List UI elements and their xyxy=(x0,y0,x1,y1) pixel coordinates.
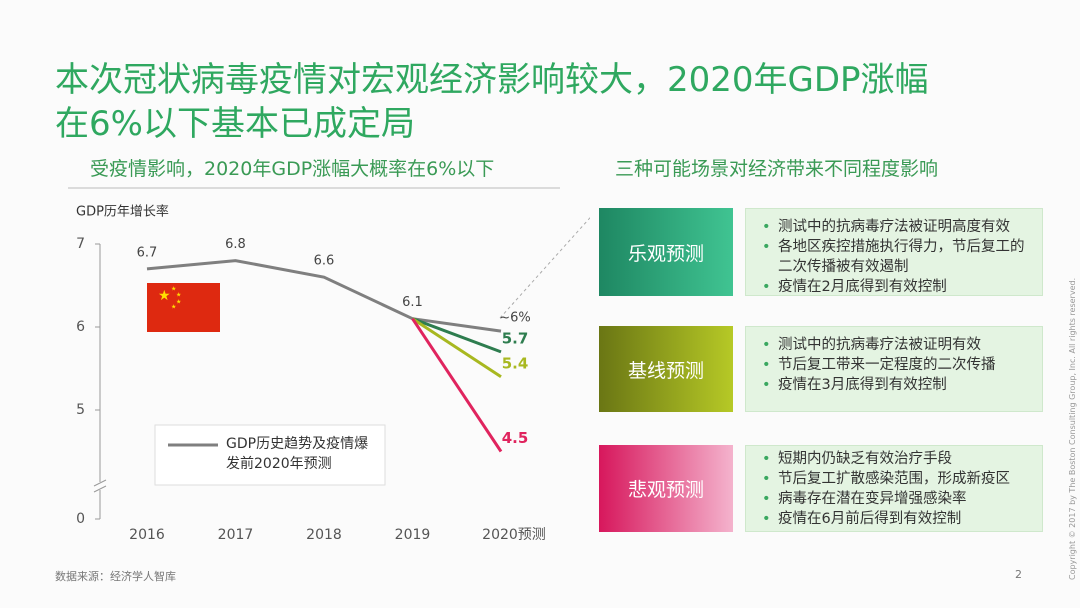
scenario-box: 短期内仍缺乏有效治疗手段节后复工扩散感染范围，形成新疫区病毒存在潜在变异增强感染… xyxy=(745,445,1043,532)
data-label: 6.1 xyxy=(402,295,423,310)
y-tick-label: 0 xyxy=(76,511,85,527)
bullet: 测试中的抗病毒疗法被证明有效 xyxy=(762,335,1028,355)
data-label: 4.5 xyxy=(502,429,529,447)
data-label: 5.4 xyxy=(502,354,529,372)
y-tick-label: 5 xyxy=(76,402,85,418)
data-label: 6.6 xyxy=(314,254,335,269)
flag: ★ ★ ★ ★ ★ xyxy=(147,283,220,332)
x-tick-label: 2018 xyxy=(306,527,342,543)
x-tick-label: 2017 xyxy=(218,527,254,543)
legend-text-box: GDP历史趋势及疫情爆发前2020年预测 xyxy=(226,436,369,472)
scenario-name: 悲观预测 xyxy=(599,445,733,532)
bullet: 节后复工带来一定程度的二次传播 xyxy=(762,355,1028,375)
scenario-box: 测试中的抗病毒疗法被证明有效节后复工带来一定程度的二次传播疫情在3月底得到有效控… xyxy=(745,326,1043,412)
data-label: 5.7 xyxy=(502,329,529,347)
svg-text:★: ★ xyxy=(171,286,176,293)
chart: GDP历年增长率 ★ ★ ★ ★ ★ 0 5 6 7 2016 2017 2018 2019 2… xyxy=(68,187,590,543)
data-label: 6.7 xyxy=(137,245,158,260)
x-tick-label: 2019 xyxy=(395,527,431,543)
bullet: 疫情在2月底得到有效控制 xyxy=(762,277,1028,297)
copyright: Copyright © 2017 by The Boston Consultin… xyxy=(1068,277,1077,580)
bullet: 各地区疾控措施执行得力，节后复工的二次传播被有效遏制 xyxy=(762,237,1028,277)
bullet: 短期内仍缺乏有效治疗手段 xyxy=(762,449,1028,469)
source: 数据来源：经济学人智库 xyxy=(55,570,176,583)
svg-text:★: ★ xyxy=(158,288,171,304)
scenario-name: 乐观预测 xyxy=(599,208,733,296)
svg-text:★: ★ xyxy=(176,292,181,299)
axis-break xyxy=(93,485,107,493)
scenario-box: 测试中的抗病毒疗法被证明高度有效各地区疾控措施执行得力，节后复工的二次传播被有效… xyxy=(745,208,1043,297)
scenario-name: 基线预测 xyxy=(599,326,733,412)
axis-break-gap xyxy=(94,482,106,490)
series-line xyxy=(411,317,502,354)
legend-box xyxy=(154,424,386,486)
bullet-list: 测试中的抗病毒疗法被证明高度有效各地区疾控措施执行得力，节后复工的二次传播被有效… xyxy=(758,217,1034,297)
bullet: 疫情在3月底得到有效控制 xyxy=(762,375,1028,395)
axis-break xyxy=(93,479,107,487)
bullet: 病毒存在潜在变异增强感染率 xyxy=(762,489,1028,509)
bullet: 测试中的抗病毒疗法被证明高度有效 xyxy=(762,217,1028,237)
connector xyxy=(499,217,590,319)
bullet: 疫情在6月前后得到有效控制 xyxy=(762,509,1028,529)
svg-text:★: ★ xyxy=(171,304,176,311)
title-line: 本次冠状病毒疫情对宏观经济影响较大，2020年GDP涨幅 xyxy=(55,60,929,100)
bullet-list: 短期内仍缺乏有效治疗手段节后复工扩散感染范围，形成新疫区病毒存在潜在变异增强感染… xyxy=(758,449,1034,529)
svg-text:★: ★ xyxy=(176,299,181,306)
y-tick-label: 6 xyxy=(76,319,85,335)
bullet: 节后复工扩散感染范围，形成新疫区 xyxy=(762,469,1028,489)
series-line xyxy=(411,317,503,453)
right-subtitle: 三种可能场景对经济带来不同程度影响 xyxy=(615,158,939,180)
page-number: 2 xyxy=(1015,568,1022,581)
series-line xyxy=(146,259,502,333)
bullet-list: 测试中的抗病毒疗法被证明有效节后复工带来一定程度的二次传播疫情在3月底得到有效控… xyxy=(758,335,1034,395)
title-line: 在6%以下基本已成定局 xyxy=(55,104,415,144)
data-label: ~6% xyxy=(499,311,531,326)
legend-label: GDP历史趋势及疫情爆发前2020年预测 xyxy=(226,436,369,472)
data-label: 6.8 xyxy=(225,237,246,252)
y-axis-label: GDP历年增长率 xyxy=(76,204,169,220)
left-subtitle: 受疫情影响，2020年GDP涨幅大概率在6%以下 xyxy=(90,158,495,180)
y-tick-label: 7 xyxy=(76,236,85,252)
x-tick-label: 2016 xyxy=(129,527,165,543)
x-tick-label: 2020预测 xyxy=(482,527,546,543)
series-line xyxy=(411,317,502,379)
